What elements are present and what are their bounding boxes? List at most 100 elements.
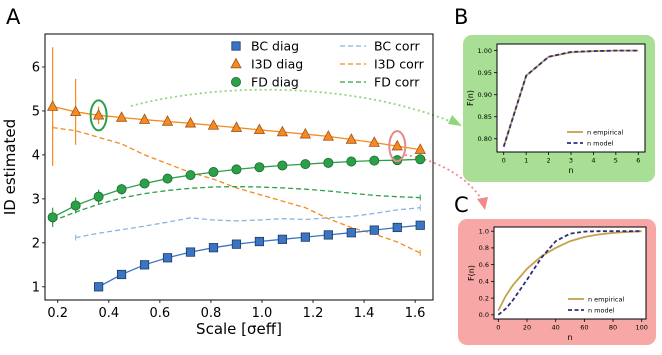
x-tick-label: 1.0 <box>252 306 273 321</box>
y-tick-label: 1.00 <box>478 47 492 55</box>
bc-diag-point <box>392 222 402 233</box>
x-tick-label: 1 <box>524 157 528 165</box>
x-axis-label: n <box>568 166 573 175</box>
i3d-diag-point <box>391 139 403 151</box>
legend-label: I3D diag <box>251 57 303 72</box>
x-tick-label: 4 <box>591 157 595 165</box>
x-tick-label: 20 <box>523 324 531 332</box>
inset-plot-area <box>494 227 646 319</box>
inset-legend-label: n model <box>587 140 614 148</box>
highlight-ellipse <box>89 99 108 132</box>
x-tick-label: 6 <box>636 157 640 165</box>
plot-frame <box>493 226 647 320</box>
y-tick-label: 0.80 <box>478 135 492 143</box>
fd-diag-point <box>346 156 357 167</box>
y-tick-label: 1 <box>32 280 40 295</box>
connector-arrows <box>130 88 488 210</box>
x-tick-label: 3 <box>569 157 573 165</box>
i3d-diag-point <box>230 57 242 69</box>
bc-diag-point <box>94 282 104 292</box>
legend-label: BC diag <box>251 39 299 54</box>
fd-diag-point <box>230 77 241 88</box>
connector-arrowhead-b <box>448 115 462 126</box>
y-axis-label: F(n) <box>467 265 476 281</box>
x-axis-label: Scale [σeff] <box>196 320 282 338</box>
fd-diag-point <box>277 160 288 171</box>
i3d-diag-point <box>207 119 220 130</box>
bc-diag-point <box>300 232 310 242</box>
panel-label-b: B <box>454 5 468 29</box>
y-tick-label: 1.0 <box>479 227 489 235</box>
connector-to-c <box>404 154 483 201</box>
i3d-diag-point <box>184 116 197 128</box>
i3d-diag-point <box>115 111 128 122</box>
bc-diag-point <box>139 260 150 270</box>
fd-diag-point <box>369 155 380 166</box>
bc-diag-point <box>208 243 219 253</box>
y-axis-label: ID estimated <box>1 119 19 215</box>
i3d-diag-point <box>276 125 289 137</box>
i3d-diag-point <box>368 136 380 147</box>
x-tick-label: 1.2 <box>303 306 324 321</box>
y-tick-label: 0.6 <box>479 261 489 269</box>
panel-label-a: A <box>6 5 21 29</box>
x-tick-label: 1.4 <box>354 306 375 321</box>
main-chart: 0.2 0.4 0.6 0.8 1.0 1.2 1.4 1.6 1 2 3 4 5 6 Scale [σef… <box>1 33 434 338</box>
fd-diag-point <box>415 154 426 165</box>
y-tick-label: 0.90 <box>478 91 492 99</box>
i3d-diag-point <box>322 130 335 141</box>
i3d-diag-point <box>92 108 105 120</box>
fd-diag-point <box>323 157 334 168</box>
i3d-diag-point <box>414 143 426 154</box>
fd-diag-point <box>231 164 242 175</box>
connector-to-b <box>130 88 453 123</box>
bc-diag-point <box>415 220 425 230</box>
i3d-diag-point <box>161 115 174 126</box>
inset-chart-c: 0 20 40 60 80 100 0.0 0.2 0.4 0.6 0.8 1.0 n F(n) n emp… <box>458 219 656 345</box>
y-tick-label: 0.95 <box>478 69 492 77</box>
x-tick-label: 5 <box>614 157 618 165</box>
x-tick-label: 0.2 <box>47 306 68 321</box>
i3d-diag-point <box>69 105 82 117</box>
y-tick-label: 5 <box>32 104 40 119</box>
fd-diag-point <box>208 167 219 178</box>
y-tick-label: 4 <box>32 148 40 163</box>
n-model-line <box>502 49 639 147</box>
bc-diag-point <box>346 228 356 238</box>
fd-diag-point <box>116 184 127 195</box>
bc-diag-point <box>369 225 379 235</box>
fd-diag-point <box>300 159 311 170</box>
plot-frame <box>44 33 434 301</box>
panel-label-c: C <box>454 193 469 217</box>
x-tick-label: 0.8 <box>201 306 222 321</box>
legend-label: I3D corr <box>374 57 425 72</box>
inset-chart-b: 0 1 2 3 4 5 6 0.80 0.85 0.90 0.95 1.00 n F(n) n empiri… <box>463 35 655 182</box>
bc-diag-point <box>162 253 173 263</box>
fd-diag-point <box>47 212 58 223</box>
x-tick-label: 80 <box>609 324 617 332</box>
highlight-ellipse <box>388 130 407 163</box>
y-tick-label: 0.85 <box>478 113 492 121</box>
fd-diag-point <box>139 178 150 189</box>
i3d-diag-point <box>230 121 243 132</box>
i3d-diag-point <box>138 113 151 124</box>
bc-diag-point <box>231 239 242 249</box>
x-tick-label: 40 <box>552 324 560 332</box>
fd-diag-point <box>254 162 265 173</box>
x-tick-label: 0 <box>496 324 500 332</box>
legend-label: FD corr <box>374 75 420 90</box>
bc-diag-point <box>254 236 265 247</box>
y-axis-label: F(n) <box>466 90 475 106</box>
fd-diag-point <box>93 191 104 202</box>
i3d-diag-point <box>46 100 59 111</box>
x-tick-label: 100 <box>635 324 647 332</box>
x-tick-label: 1.6 <box>405 306 426 321</box>
x-tick-label: 60 <box>580 324 588 332</box>
bc-corr-line <box>75 207 421 239</box>
legend: BC diag I3D diag FD diag BC corr I3D corr FD … <box>230 39 425 90</box>
x-tick-label: 0.4 <box>98 306 119 321</box>
bc-diag-point <box>323 230 333 240</box>
bc-diag-point <box>277 234 287 244</box>
y-tick-label: 0.4 <box>479 278 489 286</box>
